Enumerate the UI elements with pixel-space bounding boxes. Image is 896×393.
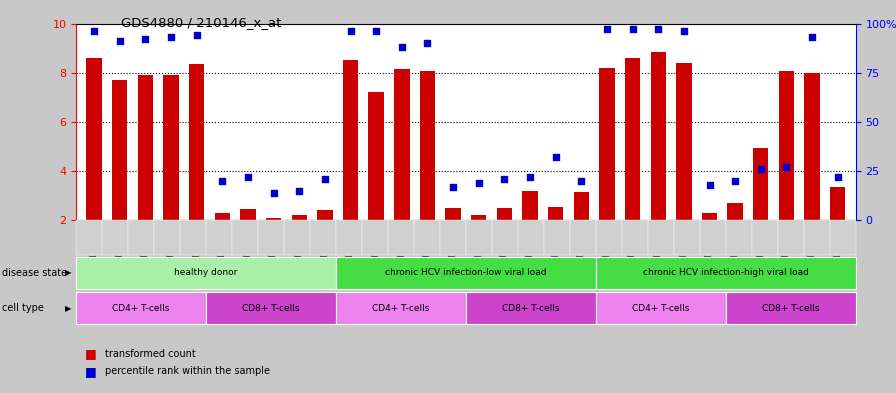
Point (599, 26, 614, 33)
Point (215, 178, 229, 184)
Point (523, 174, 538, 180)
Text: ▶: ▶ (65, 304, 71, 312)
Point (394, 44, 409, 50)
Text: disease state: disease state (2, 268, 67, 278)
Point (702, 182, 717, 188)
Point (369, 28, 383, 35)
Bar (368, 92, 383, 220)
Point (651, 26, 666, 33)
Bar (676, 63, 692, 220)
Bar (317, 210, 332, 220)
Point (87, 28, 101, 35)
Bar (419, 72, 435, 220)
Text: CD4+ T-cells: CD4+ T-cells (112, 304, 170, 312)
Text: GDS4880 / 210146_x_at: GDS4880 / 210146_x_at (121, 16, 281, 29)
Bar (702, 213, 717, 220)
Text: cell type: cell type (2, 303, 44, 313)
Bar (189, 64, 204, 220)
Bar (522, 191, 538, 220)
Point (446, 184, 461, 190)
Point (728, 178, 742, 184)
Bar (548, 207, 564, 220)
Point (343, 28, 358, 35)
Text: ■: ■ (85, 365, 97, 378)
Point (113, 38, 127, 44)
Text: CD8+ T-cells: CD8+ T-cells (762, 304, 820, 312)
Bar (625, 58, 641, 220)
Bar (779, 72, 794, 220)
Point (831, 174, 845, 180)
Point (497, 176, 512, 182)
Bar (830, 187, 846, 220)
Bar (650, 52, 666, 220)
Point (266, 189, 280, 196)
Text: chronic HCV infection-low viral load: chronic HCV infection-low viral load (385, 268, 547, 277)
Bar (86, 58, 102, 220)
Bar (138, 75, 153, 220)
Text: CD4+ T-cells: CD4+ T-cells (632, 304, 690, 312)
Point (190, 32, 204, 39)
Point (318, 176, 332, 182)
Bar (112, 80, 127, 220)
Text: CD8+ T-cells: CD8+ T-cells (242, 304, 300, 312)
Bar (496, 208, 513, 220)
Text: chronic HCV infection-high viral load: chronic HCV infection-high viral load (642, 268, 809, 277)
Text: ■: ■ (85, 347, 97, 360)
Point (625, 26, 640, 33)
Text: transformed count: transformed count (105, 349, 195, 359)
Point (292, 187, 306, 194)
Bar (394, 69, 409, 220)
Bar (445, 208, 461, 220)
Bar (291, 215, 307, 220)
Point (548, 154, 563, 160)
Bar (573, 192, 589, 220)
Point (754, 166, 768, 172)
Point (241, 174, 255, 180)
Text: ▶: ▶ (65, 268, 71, 277)
Bar (728, 203, 743, 220)
Bar (215, 213, 230, 220)
Point (574, 178, 589, 184)
Point (780, 164, 794, 170)
Bar (163, 75, 178, 220)
Point (164, 34, 178, 40)
Point (676, 28, 691, 35)
Text: healthy donor: healthy donor (175, 268, 237, 277)
Point (471, 180, 486, 186)
Point (420, 40, 435, 46)
Bar (805, 73, 820, 220)
Bar (754, 148, 769, 220)
Bar (599, 68, 615, 220)
Bar (471, 215, 487, 220)
Text: CD4+ T-cells: CD4+ T-cells (372, 304, 430, 312)
Bar (240, 209, 255, 220)
Text: percentile rank within the sample: percentile rank within the sample (105, 366, 270, 376)
Text: CD8+ T-cells: CD8+ T-cells (502, 304, 560, 312)
Bar (343, 61, 358, 220)
Bar (266, 218, 281, 220)
Point (805, 34, 819, 40)
Point (138, 36, 152, 42)
